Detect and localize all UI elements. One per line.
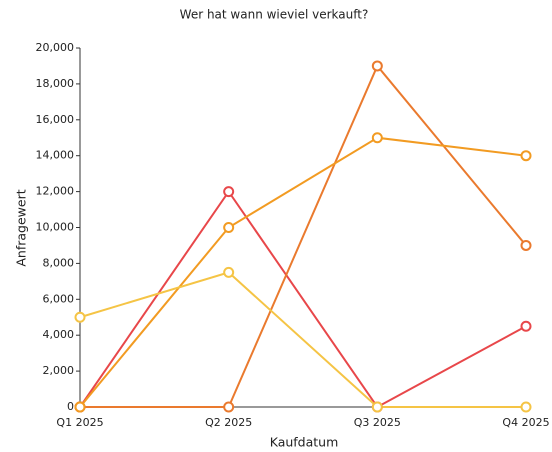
y-tick-label: 6,000 (43, 292, 75, 305)
data-point (223, 401, 235, 413)
series-line (80, 64, 527, 408)
y-tick-label: 2,000 (43, 364, 75, 377)
x-tick-label: Q3 2025 (354, 416, 401, 429)
x-axis-title: Kaufdatum (270, 435, 339, 450)
data-point (223, 266, 235, 278)
data-point (223, 186, 235, 198)
data-point (371, 401, 383, 413)
data-point (74, 401, 86, 413)
series-line (79, 271, 526, 408)
y-tick-label: 12,000 (36, 185, 75, 198)
y-tick-label: 0 (67, 400, 74, 413)
series-line (79, 136, 527, 408)
y-axis-title: Anfragewert (14, 189, 29, 266)
series-line (79, 189, 527, 409)
data-point (223, 222, 235, 233)
data-point (74, 311, 86, 323)
y-tick-label: 14,000 (36, 149, 75, 162)
chart-title: Wer hat wann wieviel verkauft? (180, 8, 369, 22)
data-point (520, 320, 532, 332)
y-tick-label: 20,000 (36, 41, 75, 54)
x-tick-label: Q2 2025 (205, 416, 252, 429)
y-tick-label: 16,000 (36, 113, 75, 126)
data-point (520, 401, 532, 413)
data-point (520, 239, 532, 251)
data-point (520, 150, 532, 162)
x-tick-label: Q1 2025 (56, 416, 103, 429)
data-point (371, 132, 383, 144)
data-point (371, 60, 383, 72)
y-tick-label: 10,000 (36, 221, 75, 234)
y-tick-label: 18,000 (36, 77, 75, 90)
y-tick-label: 8,000 (43, 256, 75, 269)
x-tick-label: Q4 2025 (502, 416, 549, 429)
y-tick-label: 4,000 (43, 328, 75, 341)
